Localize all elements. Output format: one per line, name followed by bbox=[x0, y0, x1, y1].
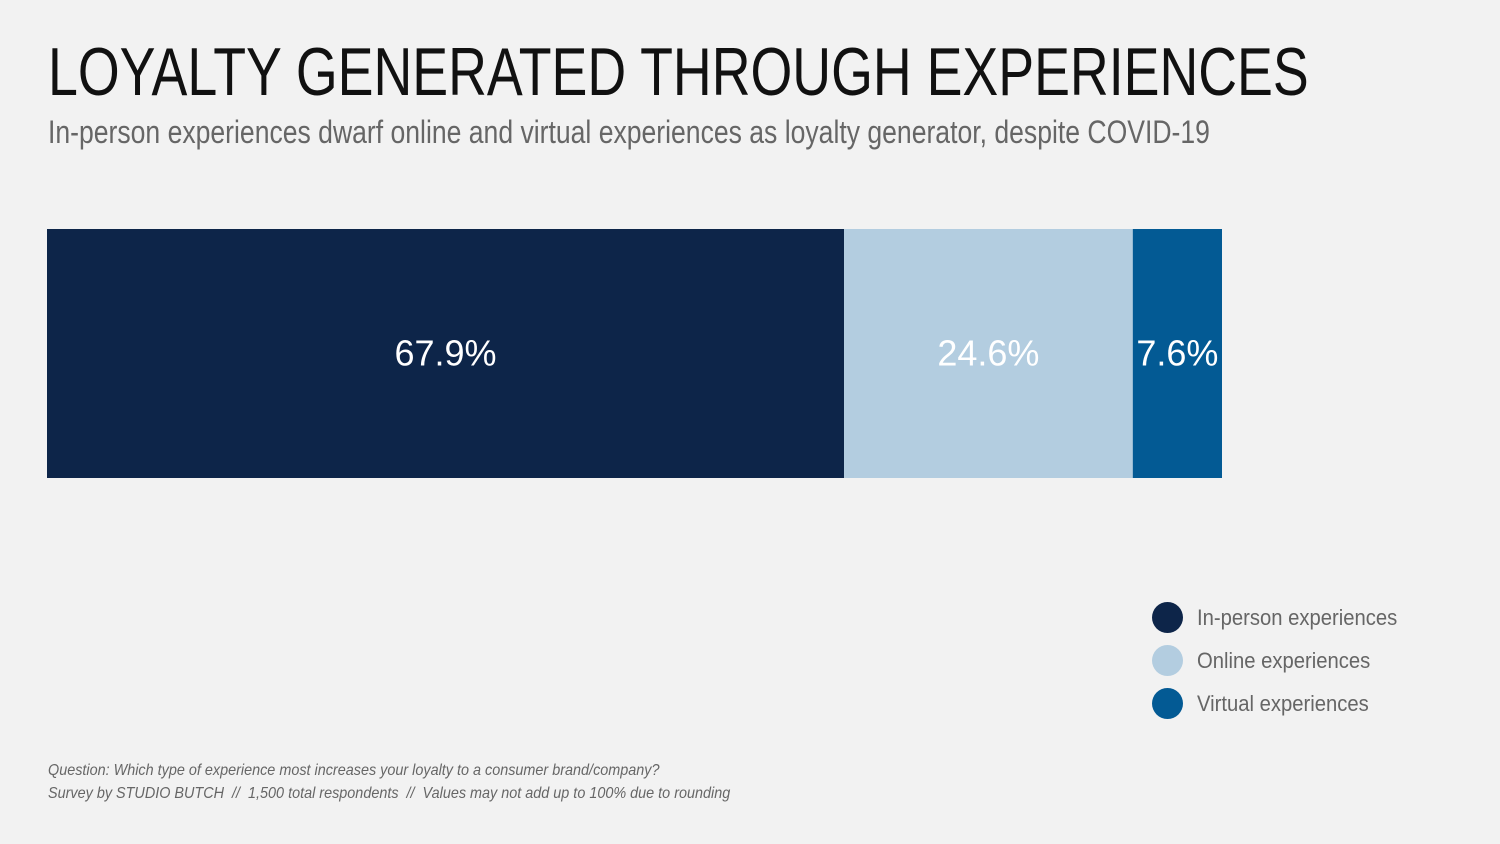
bar-segment-1 bbox=[844, 229, 1133, 478]
data-label: 7.6% bbox=[1136, 333, 1218, 374]
legend-swatch bbox=[1152, 688, 1183, 719]
footnote-question: Question: Which type of experience most … bbox=[48, 762, 660, 779]
footnote: Question: Which type of experience most … bbox=[48, 759, 730, 805]
data-label: 24.6% bbox=[937, 333, 1039, 374]
legend-label: Virtual experiences bbox=[1197, 690, 1369, 716]
chart-subtitle: In-person experiences dwarf online and v… bbox=[48, 114, 1210, 150]
bar-segment-0 bbox=[47, 229, 845, 478]
legend-swatch bbox=[1152, 602, 1183, 633]
data-label: 67.9% bbox=[394, 333, 496, 374]
legend-item-online: Online experiences bbox=[1152, 639, 1415, 682]
legend-swatch bbox=[1152, 645, 1183, 676]
legend-item-virtual: Virtual experiences bbox=[1152, 682, 1415, 725]
chart-title: LOYALTY GENERATED THROUGH EXPERIENCES bbox=[48, 34, 1309, 110]
legend-label: In-person experiences bbox=[1197, 604, 1398, 630]
legend: In-person experiences Online experiences… bbox=[1152, 596, 1415, 725]
bar-segment-2 bbox=[1132, 229, 1222, 478]
legend-item-in-person: In-person experiences bbox=[1152, 596, 1415, 639]
legend-label: Online experiences bbox=[1197, 647, 1371, 673]
footnote-source: Survey by STUDIO BUTCH // 1,500 total re… bbox=[48, 785, 731, 802]
